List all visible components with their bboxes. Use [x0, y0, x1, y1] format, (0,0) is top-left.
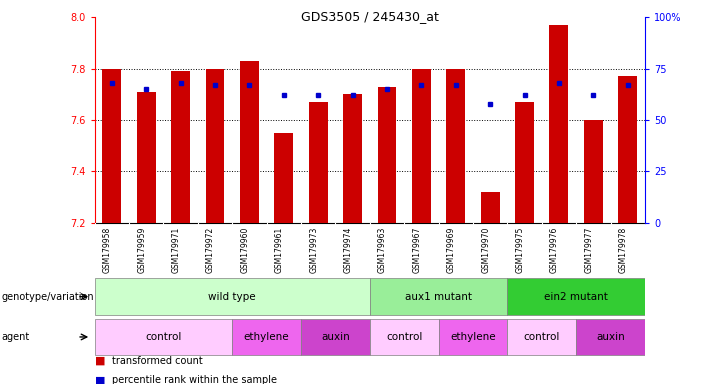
Text: GSM179976: GSM179976: [550, 227, 559, 273]
Bar: [508, 278, 645, 315]
Text: ethylene: ethylene: [244, 332, 290, 342]
Text: GSM179967: GSM179967: [412, 227, 421, 273]
Bar: [370, 278, 508, 315]
Text: ethylene: ethylene: [450, 332, 496, 342]
Bar: [205, 69, 224, 223]
Bar: [439, 319, 508, 355]
Text: ■: ■: [95, 375, 105, 384]
Bar: [508, 319, 576, 355]
Text: auxin: auxin: [321, 332, 350, 342]
Bar: [232, 319, 301, 355]
Bar: [102, 69, 121, 223]
Bar: [618, 76, 637, 223]
Text: control: control: [524, 332, 560, 342]
Text: GSM179977: GSM179977: [585, 227, 593, 273]
Text: GDS3505 / 245430_at: GDS3505 / 245430_at: [301, 10, 439, 23]
Text: GSM179973: GSM179973: [309, 227, 318, 273]
Text: transformed count: transformed count: [112, 356, 203, 366]
Bar: [308, 102, 327, 223]
Bar: [274, 133, 293, 223]
Bar: [576, 319, 645, 355]
Bar: [95, 319, 232, 355]
Bar: [378, 87, 397, 223]
Text: GSM179978: GSM179978: [619, 227, 627, 273]
Text: GSM179972: GSM179972: [206, 227, 215, 273]
Text: GSM179974: GSM179974: [343, 227, 353, 273]
Text: aux1 mutant: aux1 mutant: [405, 291, 472, 302]
Bar: [481, 192, 500, 223]
Text: genotype/variation: genotype/variation: [1, 291, 94, 302]
Bar: [301, 319, 370, 355]
Text: ein2 mutant: ein2 mutant: [544, 291, 608, 302]
Text: GSM179960: GSM179960: [240, 227, 250, 273]
Text: GSM179959: GSM179959: [137, 227, 147, 273]
Bar: [412, 69, 431, 223]
Bar: [584, 120, 603, 223]
Bar: [95, 278, 370, 315]
Text: agent: agent: [1, 332, 29, 342]
Bar: [171, 71, 190, 223]
Text: percentile rank within the sample: percentile rank within the sample: [112, 375, 277, 384]
Text: GSM179975: GSM179975: [515, 227, 524, 273]
Text: control: control: [386, 332, 423, 342]
Text: wild type: wild type: [208, 291, 256, 302]
Text: auxin: auxin: [596, 332, 625, 342]
Text: GSM179971: GSM179971: [172, 227, 181, 273]
Bar: [370, 319, 439, 355]
Text: GSM179961: GSM179961: [275, 227, 284, 273]
Bar: [550, 25, 569, 223]
Bar: [240, 61, 259, 223]
Text: ■: ■: [95, 356, 105, 366]
Text: GSM179958: GSM179958: [103, 227, 112, 273]
Text: GSM179969: GSM179969: [447, 227, 456, 273]
Text: GSM179970: GSM179970: [481, 227, 490, 273]
Bar: [515, 102, 534, 223]
Text: control: control: [145, 332, 182, 342]
Bar: [343, 94, 362, 223]
Bar: [447, 69, 465, 223]
Bar: [137, 92, 156, 223]
Text: GSM179963: GSM179963: [378, 227, 387, 273]
